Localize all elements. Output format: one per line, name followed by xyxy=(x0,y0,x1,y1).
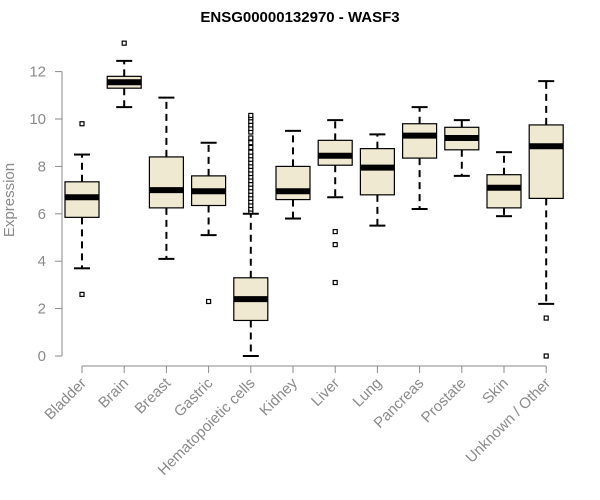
y-tick-label: 0 xyxy=(38,348,46,365)
y-tick-label: 6 xyxy=(38,206,46,223)
y-tick-label: 4 xyxy=(38,253,46,270)
outlier-point xyxy=(79,121,85,127)
box-hematopoietic-cells xyxy=(233,112,269,357)
y-axis: 0 2 4 6 8 10 12 xyxy=(29,64,63,365)
iqr-box xyxy=(486,174,522,209)
y-tick-label: 2 xyxy=(38,301,46,318)
outlier-point xyxy=(332,228,338,235)
x-tick-label: Kidney xyxy=(256,374,301,419)
box-breast xyxy=(148,96,184,260)
iqr-box xyxy=(148,156,184,209)
outlier-point xyxy=(206,298,212,305)
outlier-point xyxy=(248,112,254,119)
boxes-layer xyxy=(64,40,564,359)
x-tick-label: Skin xyxy=(479,375,512,408)
y-tick-label: 8 xyxy=(38,158,46,175)
outlier-point xyxy=(248,135,254,141)
outlier-point xyxy=(543,353,549,359)
box-pancreas xyxy=(402,106,438,211)
outlier-point xyxy=(332,279,338,286)
box-liver xyxy=(317,119,353,286)
outlier-point xyxy=(79,291,85,297)
iqr-box xyxy=(359,148,395,196)
outlier-point xyxy=(248,140,254,146)
box-lung xyxy=(359,133,395,227)
box-unknown-other xyxy=(528,80,564,359)
iqr-box xyxy=(275,165,311,201)
x-tick-label: Prostate xyxy=(418,375,470,427)
x-tick-label: Liver xyxy=(308,375,343,410)
box-kidney xyxy=(275,129,311,220)
chart-title: ENSG00000132970 - WASF3 xyxy=(200,9,399,26)
x-tick-label: Brain xyxy=(95,375,132,412)
outlier-point xyxy=(248,149,254,155)
iqr-box xyxy=(402,123,438,159)
outlier-point xyxy=(248,144,254,151)
box-skin xyxy=(486,151,522,218)
box-brain xyxy=(106,40,142,109)
y-tick-label: 10 xyxy=(29,111,46,128)
outlier-point xyxy=(121,40,127,46)
iqr-box xyxy=(528,124,564,199)
box-gastric xyxy=(191,141,227,305)
box-prostate xyxy=(444,119,480,177)
x-tick-label: Lung xyxy=(350,375,386,411)
x-tick-label: Bladder xyxy=(41,375,90,424)
outlier-point xyxy=(332,242,338,248)
outlier-point xyxy=(543,315,549,321)
y-tick-label: 12 xyxy=(29,64,46,81)
y-axis-label: Expression xyxy=(1,163,18,237)
x-tick-label: Breast xyxy=(132,374,175,417)
box-bladder xyxy=(64,121,100,297)
